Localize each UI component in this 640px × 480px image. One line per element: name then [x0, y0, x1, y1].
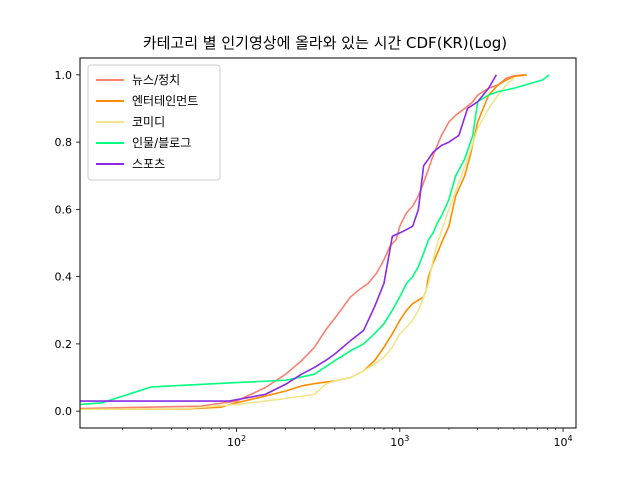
x-tick-label: 102 [227, 434, 246, 449]
x-tick-label: 103 [390, 434, 409, 449]
plot-frame [79, 57, 577, 429]
chart-title: 카테고리 별 인기영상에 올라와 있는 시간 CDF(KR)(Log) [143, 34, 507, 52]
y-tick-label: 0.6 [55, 203, 73, 216]
y-axis: 0.0 0.2 0.4 0.6 0.8 1.0 [55, 69, 80, 418]
y-tick-label: 0.8 [55, 136, 73, 149]
legend-box [87, 64, 221, 181]
y-tick-label: 1.0 [55, 69, 73, 82]
legend-label: 코미디 [132, 115, 165, 129]
series-line-4 [80, 74, 497, 402]
x-axis: 102 103 104 [122, 428, 573, 449]
legend-label: 엔터테인먼트 [132, 94, 198, 108]
y-tick-label: 0.4 [55, 271, 73, 284]
y-tick-label: 0.2 [55, 338, 73, 351]
legend-label: 스포츠 [132, 157, 165, 171]
x-tick-label: 104 [554, 434, 573, 449]
y-tick-label: 0.0 [55, 405, 73, 418]
legend-label: 인물/블로그 [132, 136, 191, 150]
series-line-2 [80, 77, 515, 411]
series-layer [80, 74, 550, 411]
series-line-0 [80, 74, 525, 410]
legend-label: 뉴스/정치 [132, 73, 180, 87]
